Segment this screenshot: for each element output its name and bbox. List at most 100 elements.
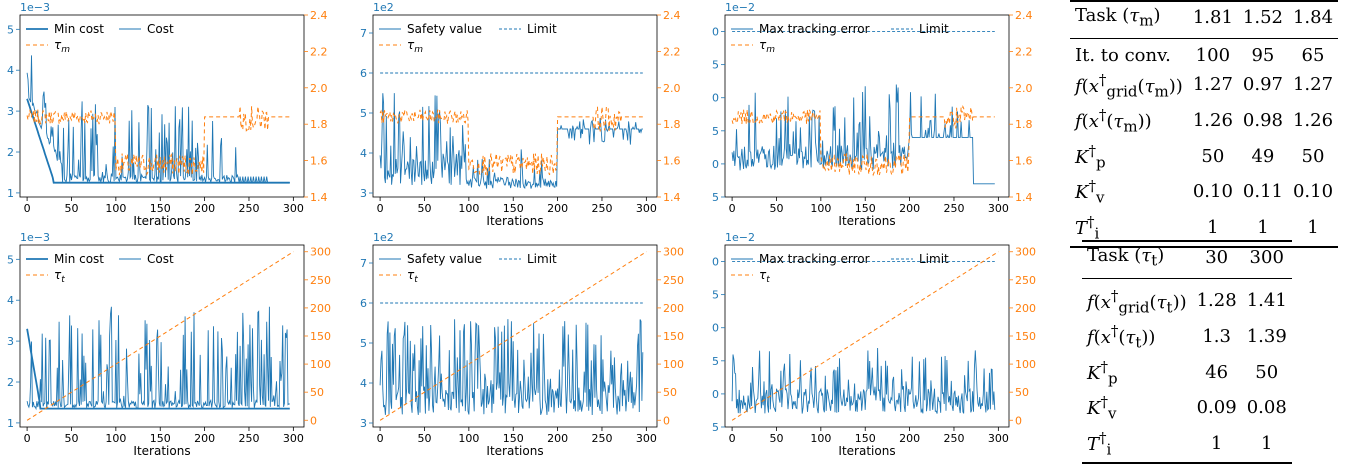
y2-tick-label: 300 xyxy=(663,246,684,259)
y2-tick-label: 2.4 xyxy=(310,9,328,22)
table-t-row-label: K†p xyxy=(1087,357,1118,388)
x-tick-label: 100 xyxy=(810,432,831,445)
x-tick-label: 0 xyxy=(24,202,31,215)
table-t-cell: 0.09 xyxy=(1196,397,1237,419)
y-tick-label: 5 xyxy=(712,289,719,302)
y-offset-text: 1e−2 xyxy=(725,1,755,14)
legend: Safety value Limit τm xyxy=(379,22,557,55)
y2-tick-label: 2.0 xyxy=(663,82,681,95)
y2-tick-label: 1.8 xyxy=(663,118,681,131)
x-tick-label: 50 xyxy=(417,202,431,215)
table-t-header-value: 30 xyxy=(1205,247,1229,269)
table-t-cell: 1 xyxy=(1261,432,1273,454)
table-m-row-label: It. to conv. xyxy=(1075,44,1171,66)
table-t-row-label: f(x†grid(τt)) xyxy=(1087,286,1187,317)
y-tick-label: 7 xyxy=(360,257,367,270)
legend: Max tracking error Limit τm xyxy=(731,22,949,55)
legend: Min cost Cost τt xyxy=(26,252,174,285)
y-offset-text: 1e2 xyxy=(373,1,394,14)
x-axis-label: Iterations xyxy=(486,214,543,228)
y2-tick-label: 1.4 xyxy=(310,191,328,204)
y-offset-text: 1e−2 xyxy=(725,231,755,244)
y-tick-label: 0 xyxy=(712,158,719,171)
y-tick-label: 0 xyxy=(712,92,719,105)
table-t-cell: 1 xyxy=(1210,432,1223,454)
y2-tick-label: 2.4 xyxy=(1015,9,1033,22)
legend-label: Limit xyxy=(919,22,949,36)
x-tick-label: 150 xyxy=(503,202,524,215)
y2-tick-label: 150 xyxy=(310,330,331,343)
y-offset-text: 1e2 xyxy=(373,231,394,244)
y-tick-label: 0 xyxy=(712,26,719,39)
y-tick-label: 7 xyxy=(360,27,367,40)
x-tick-label: 50 xyxy=(64,202,78,215)
x-tick-label: 100 xyxy=(458,432,479,445)
min-cost-line xyxy=(26,328,290,410)
legend-label: Min cost xyxy=(54,22,104,36)
y-tick-label: 6 xyxy=(360,297,367,310)
y2-tick-label: 1.8 xyxy=(310,118,328,131)
table-t-cell: 1.28 xyxy=(1196,290,1237,312)
y-tick-label: 1 xyxy=(7,417,14,430)
x-tick-label: 200 xyxy=(899,202,920,215)
y2-tick-label: 50 xyxy=(1015,386,1029,399)
x-tick-label: 150 xyxy=(150,432,171,445)
x-tick-label: 0 xyxy=(377,432,384,445)
y-tick-label: 5 xyxy=(712,59,719,72)
y-tick-label: 1 xyxy=(7,187,14,200)
tau-line xyxy=(26,251,294,421)
y2-tick-label: 2.2 xyxy=(310,45,328,58)
x-tick-label: 100 xyxy=(810,202,831,215)
table-m-row-label: T†i xyxy=(1075,212,1100,243)
y2-tick-label: 100 xyxy=(1015,358,1036,371)
y-tick-label: 5 xyxy=(360,107,367,120)
y2-tick-label: 1.8 xyxy=(1015,118,1033,131)
y2-tick-label: 200 xyxy=(310,302,331,315)
plot-area xyxy=(379,72,643,189)
legend-label: Max tracking error xyxy=(759,22,870,36)
y2-tick-label: 2.2 xyxy=(1015,45,1033,58)
legend-label: Min cost xyxy=(54,252,104,266)
plot-area xyxy=(731,31,995,185)
y2-tick-label: 1.6 xyxy=(663,155,681,168)
y2-tick-label: 150 xyxy=(663,330,684,343)
legend-label: τt xyxy=(759,268,770,285)
y2-tick-label: 2.0 xyxy=(310,82,328,95)
table-t-cell: 1.3 xyxy=(1202,325,1231,347)
table-t-cell: 50 xyxy=(1255,361,1279,383)
legend-label: τm xyxy=(759,38,775,55)
plot-area xyxy=(731,251,999,421)
x-tick-label: 50 xyxy=(64,432,78,445)
x-tick-label: 100 xyxy=(458,202,479,215)
y-tick-label: 0 xyxy=(712,256,719,269)
chart-tracking-m: 0 50 100 150 200 250 300Iterations5050501e−21.… xyxy=(712,1,1033,228)
x-tick-label: 0 xyxy=(24,432,31,445)
y-tick-label: 2 xyxy=(7,146,14,159)
table-m-cell: 1.26 xyxy=(1292,109,1334,131)
x-axis-label: Iterations xyxy=(838,214,895,228)
y-tick-label: 6 xyxy=(360,67,367,80)
x-tick-label: 100 xyxy=(105,432,126,445)
y2-tick-label: 100 xyxy=(310,358,331,371)
y2-tick-label: 0 xyxy=(310,414,317,427)
y-tick-label: 5 xyxy=(712,191,719,204)
table-m-cell: 0.11 xyxy=(1242,181,1283,203)
x-tick-label: 200 xyxy=(899,432,920,445)
table-m-row-label: f(x†grid(τm)) xyxy=(1075,70,1183,101)
safety-value-line xyxy=(379,319,644,416)
x-axis-label: Iterations xyxy=(838,444,895,458)
x-tick-label: 150 xyxy=(855,432,876,445)
y2-tick-label: 2.4 xyxy=(663,9,681,22)
chart-safety-t: 0 50 100 150 200 250 300 Iterations 3 4 5 6 7 1e2 0 50 1… xyxy=(360,231,684,458)
legend-label: Safety value xyxy=(407,252,482,266)
x-tick-label: 0 xyxy=(729,202,736,215)
y2-tick-label: 50 xyxy=(310,386,324,399)
y2-tick-label: 0 xyxy=(1015,414,1022,427)
y2-tick-label: 150 xyxy=(1015,330,1036,343)
x-tick-label: 150 xyxy=(855,202,876,215)
y2-tick-label: 1.4 xyxy=(663,191,681,204)
cost-line xyxy=(26,55,290,184)
chart-min-cost-t: 0 50 100 150 200 250 300 Iterations 1 2 3 4 5 1e−3 0 50… xyxy=(7,231,331,458)
table-tau-t: Task (τt) 30 300 f(x†grid(τt)) 1.28 1.41… xyxy=(1082,240,1292,464)
axes-frame xyxy=(19,14,305,198)
